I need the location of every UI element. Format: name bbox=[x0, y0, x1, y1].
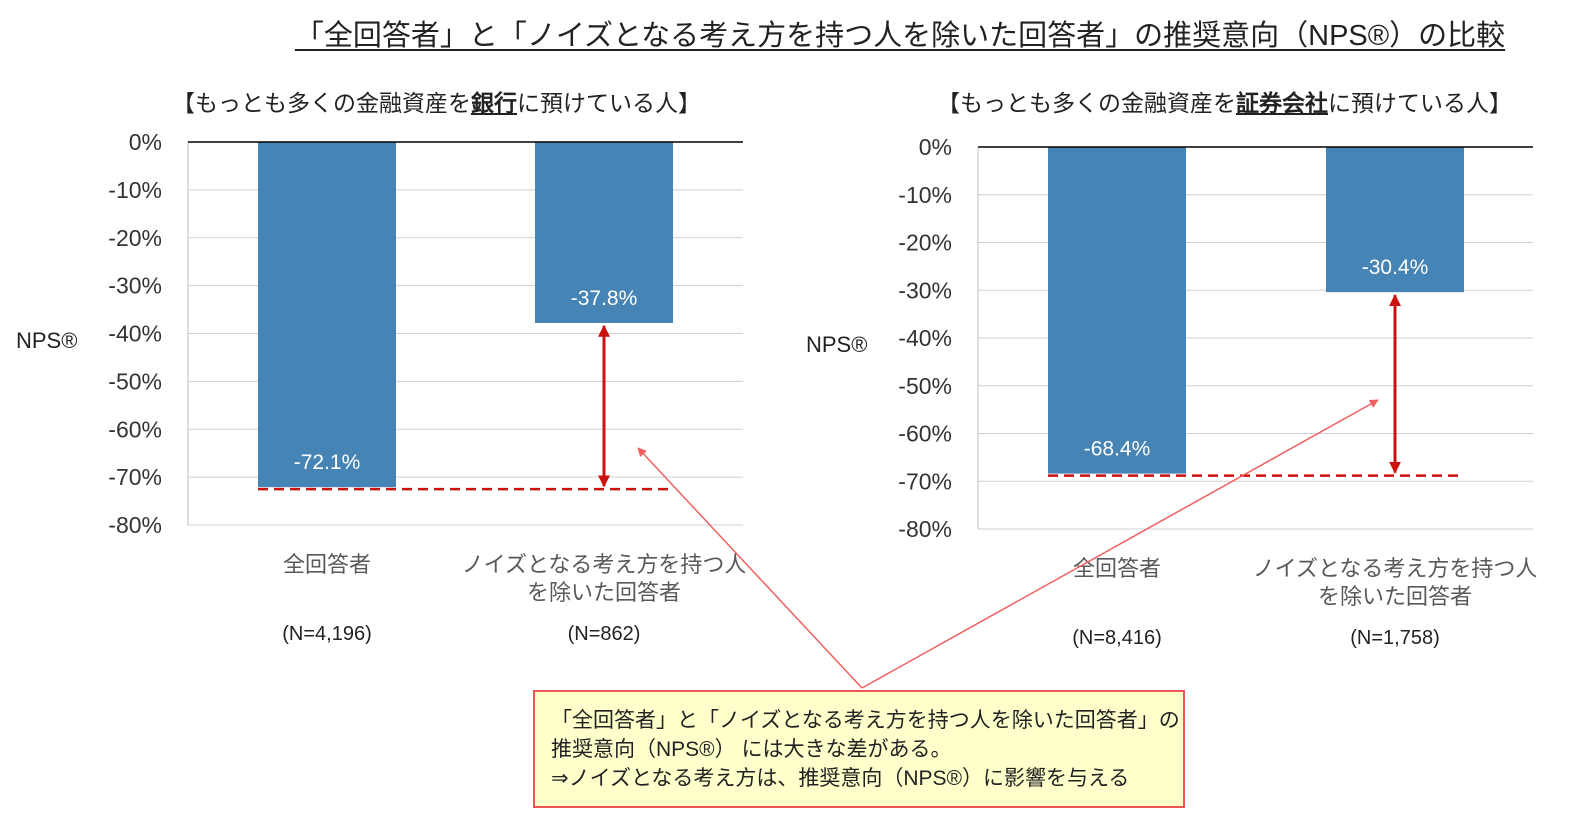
callout-line: 「全回答者」と「ノイズとなる考え方を持つ人を除いた回答者」の bbox=[551, 709, 1180, 732]
y-tick-label: -10% bbox=[898, 182, 952, 208]
bar bbox=[1326, 147, 1464, 293]
data-label: -30.4% bbox=[1362, 256, 1429, 279]
sample-size-label: (N=1,758) bbox=[1350, 627, 1440, 649]
y-tick-label: -60% bbox=[898, 421, 952, 447]
y-tick-label: -70% bbox=[108, 464, 162, 490]
category-label: ノイズとなる考え方を持つ人 bbox=[1253, 556, 1538, 581]
page-title: 「全回答者」と「ノイズとなる考え方を持つ人を除いた回答者」の推奨意向（NPS®）… bbox=[294, 20, 1506, 52]
sample-size-label: (N=4,196) bbox=[282, 623, 372, 645]
y-tick-label: -80% bbox=[898, 516, 952, 542]
y-tick-label: -20% bbox=[898, 230, 952, 256]
y-tick-label: -40% bbox=[108, 321, 162, 347]
y-tick-label: -30% bbox=[898, 277, 952, 303]
y-axis-label: NPS® bbox=[16, 328, 77, 353]
category-label: ノイズとなる考え方を持つ人 bbox=[462, 552, 747, 577]
y-tick-label: -30% bbox=[108, 273, 162, 299]
y-tick-label: -20% bbox=[108, 225, 162, 251]
bar bbox=[1048, 147, 1186, 474]
category-label: 全回答者 bbox=[1073, 556, 1161, 581]
y-tick-label: -40% bbox=[898, 325, 952, 351]
y-tick-label: -60% bbox=[108, 416, 162, 442]
callout-pointer bbox=[861, 399, 1379, 689]
y-tick-label: -80% bbox=[108, 512, 162, 538]
chart-subtitle-securities: 【もっとも多くの金融資産を証券会社に預けている人】 bbox=[937, 90, 1512, 116]
chart-subtitle-bank: 【もっとも多くの金融資産を銀行に預けている人】 bbox=[172, 90, 701, 116]
callout-box: 「全回答者」と「ノイズとなる考え方を持つ人を除いた回答者」の 推奨意向（NPS®… bbox=[533, 690, 1185, 808]
sample-size-label: (N=862) bbox=[568, 623, 641, 645]
y-tick-label: -10% bbox=[108, 177, 162, 203]
category-label: を除いた回答者 bbox=[527, 580, 681, 605]
data-label: -68.4% bbox=[1084, 438, 1151, 461]
callout-line: ⇒ノイズとなる考え方は、推奨意向（NPS®）に影響を与える bbox=[551, 767, 1130, 790]
sample-size-label: (N=8,416) bbox=[1072, 627, 1162, 649]
callout-line: 推奨意向（NPS®） には大きな差がある。 bbox=[551, 738, 952, 761]
category-label: 全回答者 bbox=[283, 552, 371, 577]
data-label: -72.1% bbox=[294, 451, 361, 474]
y-tick-label: -50% bbox=[108, 368, 162, 394]
y-axis-label: NPS® bbox=[806, 332, 867, 357]
bar bbox=[535, 142, 673, 323]
callout-pointer bbox=[637, 447, 863, 689]
y-tick-label: -70% bbox=[898, 468, 952, 494]
y-tick-label: 0% bbox=[919, 134, 952, 160]
y-tick-label: 0% bbox=[129, 129, 162, 155]
y-tick-label: -50% bbox=[898, 373, 952, 399]
data-label: -37.8% bbox=[571, 287, 638, 310]
category-label: を除いた回答者 bbox=[1318, 584, 1472, 609]
bar bbox=[258, 142, 396, 488]
